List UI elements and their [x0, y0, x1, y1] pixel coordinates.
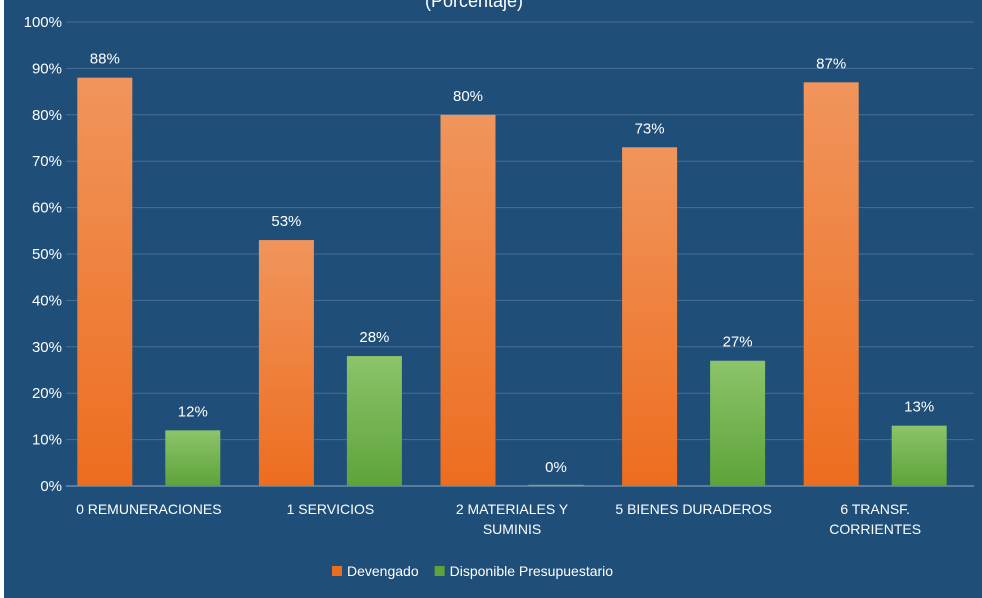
data-label: 80%: [453, 88, 483, 105]
bar-devengado: [440, 114, 496, 487]
data-label: 28%: [359, 329, 389, 346]
bars: [77, 77, 947, 487]
chart-title: (Porcentaje): [425, 0, 523, 11]
y-tick-label: 10%: [32, 432, 62, 449]
bar-disponible: [165, 430, 221, 486]
bar-disponible: [891, 425, 947, 486]
y-tick-label: 90%: [32, 60, 62, 77]
y-tick-label: 50%: [32, 246, 62, 263]
bar-devengado: [622, 147, 678, 486]
legend-label: Disponible Presupuestario: [450, 563, 614, 579]
legend: Devengado Disponible Presupuestario: [332, 563, 613, 579]
data-label: 13%: [904, 399, 934, 416]
bar-devengado: [803, 82, 859, 486]
y-tick-label: 40%: [32, 292, 62, 309]
category-label: 0 REMUNERACIONES: [76, 501, 221, 517]
data-label: 73%: [635, 120, 665, 137]
data-label: 53%: [271, 213, 301, 230]
bar-disponible: [710, 360, 766, 486]
y-tick-label: 20%: [32, 385, 62, 402]
category-label: CORRIENTES: [829, 521, 921, 537]
y-tick-label: 80%: [32, 107, 62, 124]
data-label: 12%: [178, 403, 208, 420]
data-label: 88%: [90, 51, 120, 68]
category-label: 1 SERVICIOS: [287, 501, 375, 517]
data-label: 27%: [723, 334, 753, 351]
category-label: 6 TRANSF.: [840, 501, 910, 517]
category-label: SUMINIS: [483, 521, 541, 537]
legend-swatch: [434, 566, 445, 576]
y-tick-label: 100%: [24, 14, 62, 31]
category-label: 5 BIENES DURADEROS: [615, 501, 771, 517]
chart-frame: (Porcentaje) 0% 10% 20% 30% 40% 50% 60% 70% 80% 9…: [4, 0, 982, 598]
legend-label: Devengado: [347, 563, 419, 579]
x-axis-categories: 0 REMUNERACIONES 1 SERVICIOS 2 MATERIALES …: [76, 501, 921, 537]
bar-disponible: [528, 484, 584, 486]
bar-disponible: [346, 356, 402, 486]
data-label: 0%: [545, 459, 567, 476]
bar-devengado: [77, 77, 133, 487]
y-axis-ticks: 0% 10% 20% 30% 40% 50% 60% 70% 80% 90% 100%: [24, 14, 62, 495]
data-labels: 88% 12% 53% 28% 80% 0% 73% 27% 87% 13%: [90, 51, 934, 476]
data-label: 87%: [816, 55, 846, 72]
bar-chart: (Porcentaje) 0% 10% 20% 30% 40% 50% 60% 70% 80% 9…: [24, 0, 974, 579]
bar-devengado: [258, 240, 314, 486]
y-tick-label: 30%: [32, 339, 62, 356]
y-tick-label: 70%: [32, 153, 62, 170]
y-tick-label: 0%: [40, 478, 62, 495]
legend-swatch: [332, 566, 342, 576]
category-label: 2 MATERIALES Y: [456, 501, 569, 517]
y-tick-label: 60%: [32, 200, 62, 217]
